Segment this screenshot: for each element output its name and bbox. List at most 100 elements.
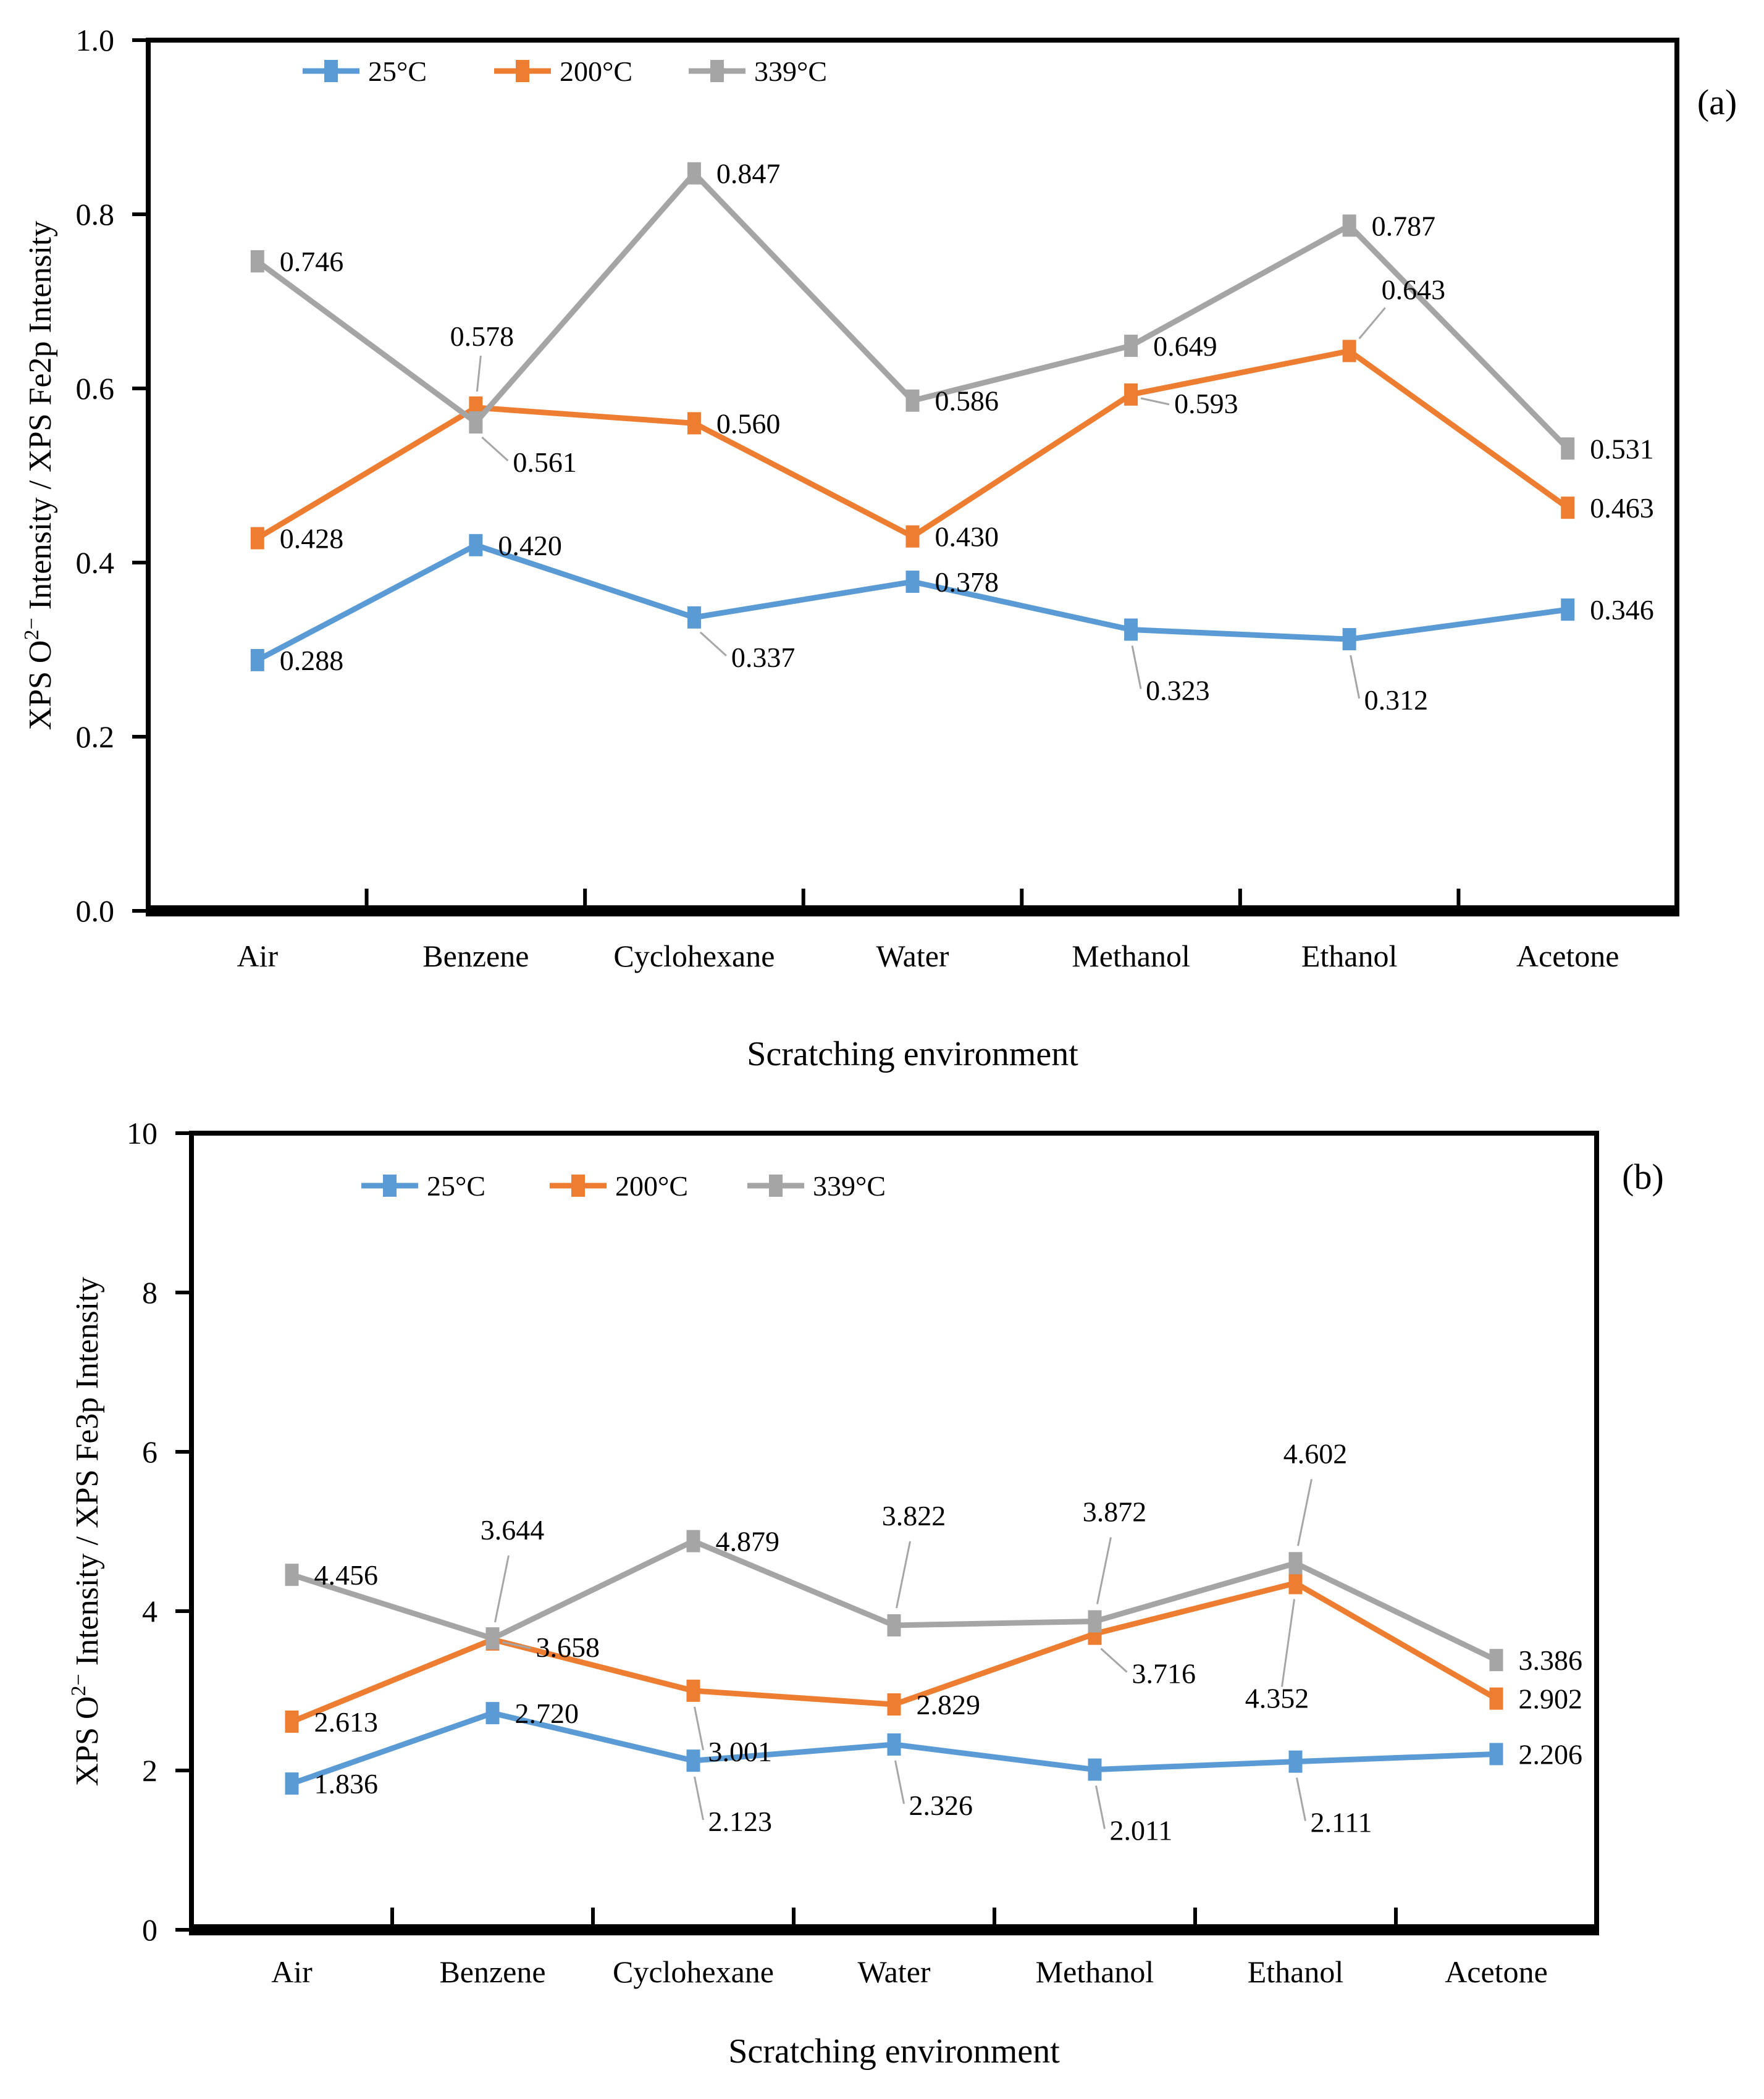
data-label: 2.326 (909, 1790, 973, 1821)
series-marker (686, 1679, 700, 1702)
label-leader-line (494, 1555, 510, 1623)
series-marker (1088, 1758, 1102, 1781)
legend-item-200°C: 200°C (494, 56, 632, 87)
series-marker (686, 1749, 700, 1772)
data-label: 4.879 (716, 1526, 780, 1557)
plot-border (146, 38, 1679, 913)
series-marker (1288, 1572, 1303, 1594)
x-category-label: Benzene (439, 1954, 545, 1989)
y-tick-label: 4 (142, 1594, 158, 1628)
series-marker (905, 571, 920, 593)
x-category-label: Cyclohexane (613, 1954, 774, 1989)
data-label: 0.649 (1153, 330, 1217, 362)
data-label: 3.658 (536, 1632, 600, 1663)
x-category-label: Ethanol (1248, 1954, 1344, 1989)
label-leader-line (1297, 1479, 1312, 1546)
series-marker (1124, 334, 1138, 357)
series-marker (887, 1614, 901, 1636)
data-label: 0.463 (1590, 492, 1654, 524)
legend-label: 25°C (368, 56, 427, 87)
series-marker (469, 534, 483, 556)
series-marker (485, 1702, 500, 1725)
label-leader-line (694, 1706, 704, 1751)
series-marker (1288, 1552, 1303, 1575)
legend-marker (769, 1175, 783, 1197)
data-label: 0.593 (1174, 388, 1238, 419)
data-label: 3.872 (1083, 1496, 1147, 1528)
label-leader-line (896, 1541, 911, 1609)
data-label: 4.456 (314, 1559, 379, 1591)
data-label: 0.578 (450, 321, 514, 352)
y-tick-label: 0 (142, 1913, 158, 1947)
series-marker (485, 1627, 500, 1650)
series-marker (469, 411, 483, 434)
series-marker (285, 1772, 299, 1795)
x-axis-title: Scratching environment (728, 2032, 1060, 2071)
data-label: 3.001 (708, 1736, 773, 1767)
x-category-label: Ethanol (1301, 939, 1398, 973)
panel-a: 0.0 0.2 0.4 0.6 0.8 1.0 Air Benzene Cyclohexane W… (20, 23, 1737, 1073)
data-label: 0.787 (1372, 210, 1436, 241)
series-200°C (285, 1572, 1503, 1733)
data-label: 0.531 (1590, 433, 1654, 464)
y-tick-label: 1.0 (76, 23, 115, 57)
label-leader-line (1296, 1777, 1306, 1821)
x-category-label: Air (237, 939, 278, 973)
y-tick-label: 6 (142, 1435, 158, 1469)
label-leader-line (894, 1760, 905, 1804)
legend-marker (571, 1175, 585, 1197)
x-axis-title: Scratching environment (747, 1035, 1078, 1073)
y-tick-label: 8 (142, 1275, 158, 1310)
series-line (256, 348, 1569, 541)
series-marker (1342, 340, 1356, 362)
series-339°C (285, 1530, 1503, 1672)
data-label: 1.836 (314, 1768, 379, 1799)
series-line (291, 1538, 1498, 1663)
legend-label: 200°C (560, 56, 632, 87)
data-label: 0.847 (716, 158, 781, 190)
legend-label: 25°C (427, 1170, 485, 1202)
x-category-label: Acetone (1445, 1954, 1548, 1989)
y-tick-label: 0.2 (76, 719, 115, 754)
label-leader-line (1281, 1599, 1295, 1687)
series-marker (1489, 1687, 1503, 1710)
series-marker (1124, 383, 1138, 406)
x-category-label: Benzene (422, 939, 529, 973)
legend-marker (383, 1175, 397, 1197)
legend-marker (324, 60, 338, 82)
data-label: 0.420 (498, 530, 562, 561)
label-leader-line (1100, 1648, 1128, 1673)
data-label: 3.386 (1519, 1644, 1583, 1676)
data-label: 0.346 (1590, 594, 1654, 626)
legend-marker (710, 60, 724, 82)
series-marker (250, 648, 264, 671)
series-marker (1561, 598, 1575, 621)
data-label: 3.716 (1132, 1658, 1196, 1690)
label-leader-line (694, 1776, 704, 1820)
data-label: 0.428 (280, 523, 344, 555)
label-leader-line (1095, 1785, 1106, 1829)
legend-item-25°C: 25°C (361, 1170, 485, 1202)
panel-letter: (a) (1697, 82, 1737, 122)
panel-b: 0 2 4 6 8 10 Air Benzene Cyclohexane Water Methano… (67, 1116, 1664, 2071)
data-label: 0.643 (1382, 274, 1446, 305)
label-leader-line (699, 631, 727, 656)
data-label: 4.352 (1245, 1683, 1309, 1714)
series-marker (1561, 496, 1575, 519)
series-marker (285, 1710, 299, 1733)
series-marker (887, 1733, 901, 1756)
data-label: 2.720 (515, 1698, 579, 1729)
label-leader-line (1350, 655, 1361, 699)
data-label: 2.206 (1519, 1738, 1583, 1770)
series-marker (687, 412, 701, 435)
data-label: 2.011 (1110, 1815, 1173, 1846)
legend-label: 339°C (813, 1170, 886, 1202)
data-label: 2.613 (314, 1706, 379, 1738)
legend-item-339°C: 339°C (747, 1170, 886, 1202)
data-label: 2.902 (1519, 1683, 1583, 1715)
series-marker (887, 1693, 901, 1716)
label-leader-line (1131, 645, 1142, 689)
data-label: 0.430 (935, 521, 999, 553)
series-marker (1489, 1743, 1503, 1766)
series-marker (1342, 628, 1356, 651)
